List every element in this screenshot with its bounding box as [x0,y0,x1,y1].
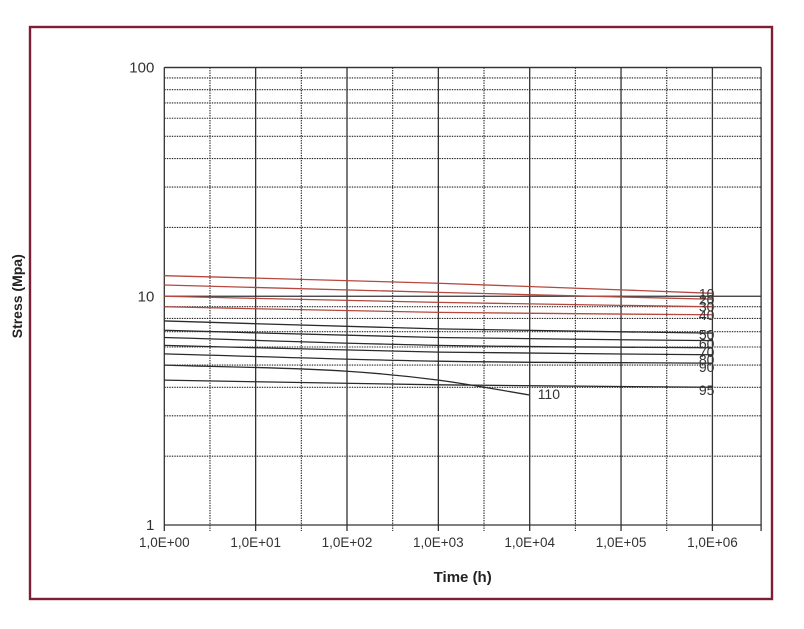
svg-text:90: 90 [699,359,715,375]
svg-text:1,0E+02: 1,0E+02 [322,535,373,550]
svg-text:1,0E+05: 1,0E+05 [596,535,647,550]
svg-text:40: 40 [699,307,715,323]
svg-text:95: 95 [699,382,715,398]
svg-text:1,0E+03: 1,0E+03 [413,535,464,550]
svg-text:1,0E+04: 1,0E+04 [504,535,555,550]
svg-text:Stress (Mpa): Stress (Mpa) [9,254,25,338]
svg-text:1,0E+06: 1,0E+06 [687,535,738,550]
svg-text:1: 1 [146,517,154,534]
svg-text:100: 100 [129,60,154,77]
svg-text:10: 10 [138,288,155,305]
svg-text:Time (h): Time (h) [434,569,492,586]
svg-text:110: 110 [538,386,561,402]
svg-text:1,0E+00: 1,0E+00 [139,535,190,550]
svg-text:1,0E+01: 1,0E+01 [230,535,281,550]
